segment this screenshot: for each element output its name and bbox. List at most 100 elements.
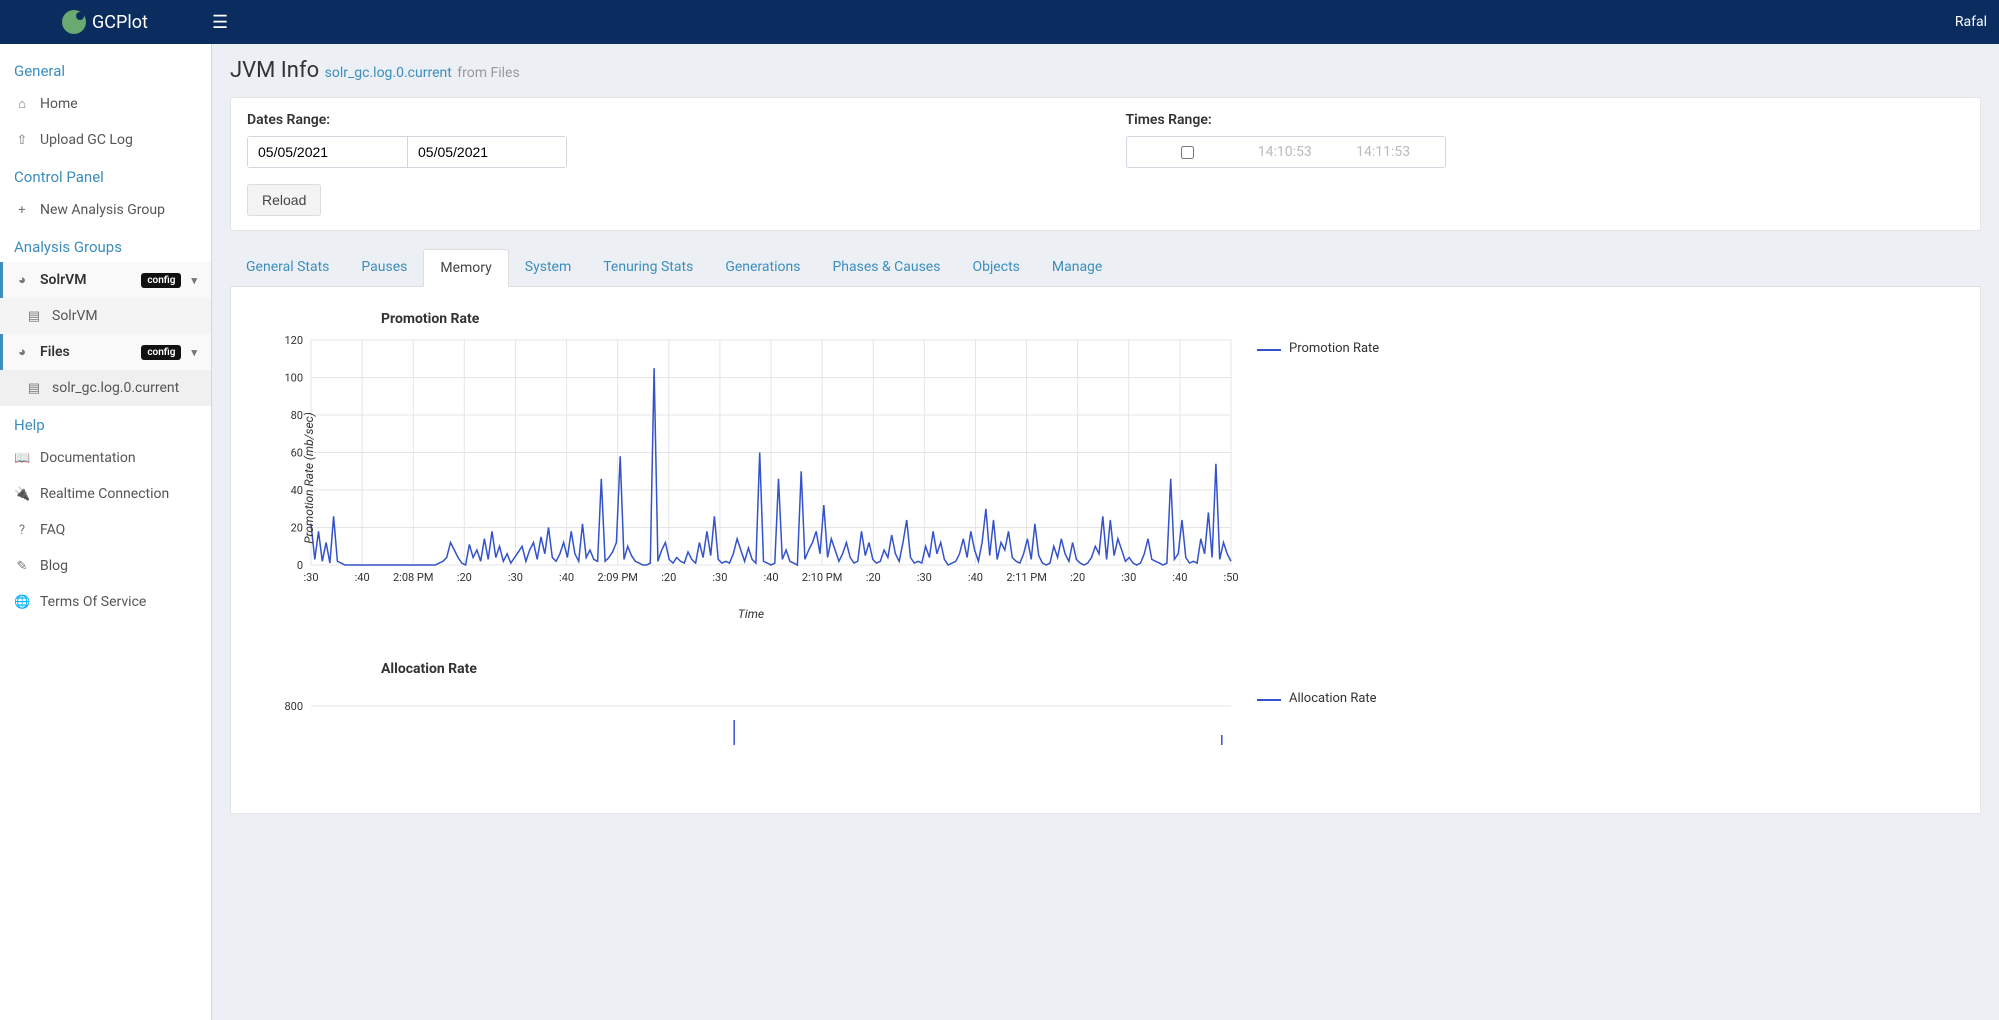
tab-generations[interactable]: Generations	[709, 249, 816, 286]
sidebar-item-docs[interactable]: 📖Documentation	[0, 440, 211, 476]
main-content: JVM Info solr_gc.log.0.current from File…	[212, 44, 1999, 1020]
svg-text::40: :40	[559, 571, 574, 584]
sidebar-item-home[interactable]: ⌂ Home	[0, 86, 211, 122]
topbar: GCPlot ☰ Rafal	[0, 0, 1999, 44]
brand[interactable]: GCPlot	[12, 10, 212, 34]
book-icon: 📖	[14, 451, 30, 466]
sidebar-section-general: General	[0, 52, 211, 86]
upload-icon: ⇧	[14, 133, 30, 148]
svg-text:100: 100	[284, 372, 303, 385]
svg-text::40: :40	[968, 571, 983, 584]
allocation-legend-swatch	[1257, 699, 1281, 701]
tab-manage[interactable]: Manage	[1036, 249, 1118, 286]
svg-text:0: 0	[297, 559, 303, 572]
tab-tenuring-stats[interactable]: Tenuring Stats	[587, 249, 709, 286]
globe-icon: 🌐	[14, 595, 30, 610]
sidebar-item-upload[interactable]: ⇧ Upload GC Log	[0, 122, 211, 158]
tab-objects[interactable]: Objects	[956, 249, 1035, 286]
sidebar-group-solrvm[interactable]: ◕ SolrVM config ▾	[0, 262, 211, 298]
svg-text:2:10 PM: 2:10 PM	[802, 571, 842, 584]
svg-text::20: :20	[457, 571, 472, 584]
promotion-chart-svg: 020406080100120:30:402:08 PM:20:30:402:0…	[261, 335, 1241, 595]
sidebar-item-new-group[interactable]: + New Analysis Group	[0, 192, 211, 228]
promotion-chart-plot[interactable]: Promotion Rate (mb/sec) 020406080100120:…	[261, 335, 1241, 621]
pencil-icon: ✎	[14, 559, 30, 574]
promotion-legend: Promotion Rate	[1257, 335, 1379, 621]
sidebar-group-files[interactable]: ◕ Files config ▾	[0, 334, 211, 370]
range-panel: Dates Range: Times Range: 14:10:53 14:11…	[230, 97, 1981, 231]
promotion-legend-label: Promotion Rate	[1289, 341, 1379, 356]
allocation-chart-title: Allocation Rate	[381, 661, 1950, 677]
svg-text::50: :50	[1223, 571, 1238, 584]
page-title: JVM Info solr_gc.log.0.current from File…	[230, 58, 1981, 83]
question-icon: ?	[14, 523, 30, 538]
sidebar-item-label: SolrVM	[40, 272, 86, 288]
chevron-down-icon: ▾	[191, 346, 197, 359]
svg-text:2:08 PM: 2:08 PM	[393, 571, 433, 584]
sidebar-subitem-solrvm[interactable]: ▤ SolrVM	[0, 298, 211, 334]
svg-text:2:11 PM: 2:11 PM	[1006, 571, 1046, 584]
date-from-input[interactable]	[248, 137, 407, 167]
svg-text:2:09 PM: 2:09 PM	[597, 571, 637, 584]
svg-text::40: :40	[355, 571, 370, 584]
tab-memory[interactable]: Memory	[423, 249, 508, 287]
tab-system[interactable]: System	[509, 249, 587, 286]
dates-range-label: Dates Range:	[247, 112, 1086, 128]
user-menu[interactable]: Rafal	[1955, 14, 1987, 30]
dates-range-picker[interactable]	[247, 136, 567, 168]
svg-text::40: :40	[1172, 571, 1187, 584]
svg-text::30: :30	[712, 571, 727, 584]
svg-text:800: 800	[284, 700, 303, 713]
sidebar-item-label: FAQ	[40, 522, 65, 538]
promotion-rate-chart-block: Promotion Rate Promotion Rate (mb/sec) 0…	[261, 311, 1950, 621]
promotion-y-label: Promotion Rate (mb/sec)	[302, 412, 316, 544]
svg-text::20: :20	[1070, 571, 1085, 584]
times-range-picker: 14:10:53 14:11:53	[1126, 136, 1446, 168]
page-title-file: solr_gc.log.0.current	[325, 65, 452, 81]
sidebar-item-label: solr_gc.log.0.current	[52, 380, 179, 396]
svg-text::20: :20	[661, 571, 676, 584]
list-icon: ▤	[26, 309, 42, 324]
promotion-x-label: Time	[261, 607, 1241, 621]
sidebar: General ⌂ Home ⇧ Upload GC Log Control P…	[0, 44, 212, 1020]
promotion-legend-swatch	[1257, 349, 1281, 351]
sidebar-item-label: Home	[40, 96, 78, 112]
sidebar-item-faq[interactable]: ? FAQ	[0, 512, 211, 548]
sidebar-item-label: Realtime Connection	[40, 486, 169, 502]
tab-pauses[interactable]: Pauses	[345, 249, 423, 286]
time-from-display: 14:10:53	[1248, 137, 1346, 167]
allocation-rate-chart-block: Allocation Rate Allocation Rate (mb/sec)…	[261, 661, 1950, 749]
tab-general-stats[interactable]: General Stats	[230, 249, 345, 286]
svg-text::40: :40	[763, 571, 778, 584]
sidebar-toggle-icon[interactable]: ☰	[212, 12, 228, 33]
plus-icon: +	[14, 203, 30, 218]
svg-text::30: :30	[303, 571, 318, 584]
sidebar-item-realtime[interactable]: 🔌 Realtime Connection	[0, 476, 211, 512]
allocation-legend-label: Allocation Rate	[1289, 691, 1377, 706]
sidebar-item-label: Upload GC Log	[40, 132, 133, 148]
sidebar-section-control: Control Panel	[0, 158, 211, 192]
plug-icon: 🔌	[14, 487, 30, 502]
list-icon: ▤	[26, 381, 42, 396]
time-to-display: 14:11:53	[1346, 137, 1444, 167]
sidebar-item-blog[interactable]: ✎ Blog	[0, 548, 211, 584]
reload-button[interactable]: Reload	[247, 184, 321, 216]
times-enable-checkbox[interactable]	[1137, 146, 1238, 159]
pie-icon: ◕	[14, 272, 30, 288]
date-to-input[interactable]	[407, 137, 566, 167]
sidebar-item-label: New Analysis Group	[40, 202, 165, 218]
allocation-chart-plot[interactable]: Allocation Rate (mb/sec) 800	[261, 685, 1241, 749]
sidebar-subitem-current-log[interactable]: ▤ solr_gc.log.0.current	[0, 370, 211, 406]
sidebar-item-tos[interactable]: 🌐 Terms Of Service	[0, 584, 211, 620]
times-range-label: Times Range:	[1126, 112, 1965, 128]
tab-phases-causes[interactable]: Phases & Causes	[816, 249, 956, 286]
svg-text::30: :30	[508, 571, 523, 584]
brand-text: GCPlot	[92, 12, 148, 33]
sidebar-item-label: Terms Of Service	[40, 594, 146, 610]
sidebar-item-label: SolrVM	[52, 308, 98, 324]
brand-icon	[62, 10, 86, 34]
sidebar-item-label: Blog	[40, 558, 68, 574]
config-badge[interactable]: config	[141, 345, 181, 360]
config-badge[interactable]: config	[141, 273, 181, 288]
promotion-chart-title: Promotion Rate	[381, 311, 1950, 327]
